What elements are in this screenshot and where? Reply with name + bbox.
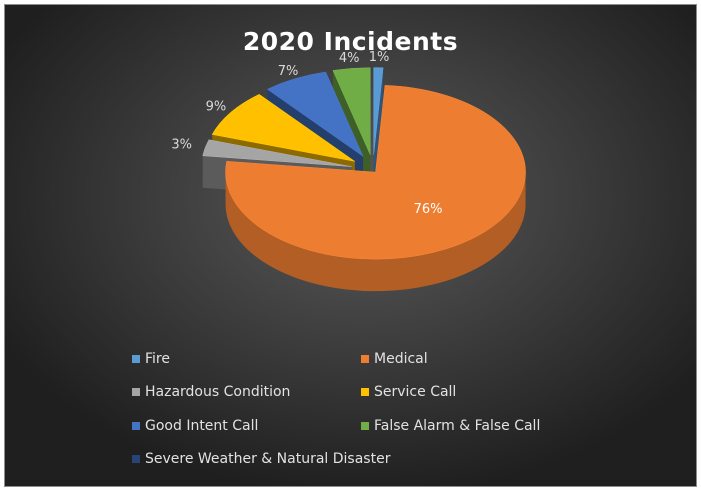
pie-slice-medical — [225, 85, 526, 260]
chart-title: 2020 Incidents — [242, 27, 459, 56]
legend-item-false-alarm-false-call: False Alarm & False Call — [361, 418, 540, 434]
legend-label-hazardous-condition: Hazardous Condition — [145, 384, 291, 400]
pie-slice-hazardous-condition — [202, 139, 352, 167]
legend-item-hazardous-condition: Hazardous Condition — [132, 384, 290, 400]
legend-swatch-fire — [132, 355, 140, 363]
data-label-medical: 76% — [414, 202, 443, 217]
legend-item-medical: Medical — [361, 351, 428, 367]
legend-item-good-intent-call: Good Intent Call — [132, 418, 258, 434]
data-label-service-call: 9% — [206, 100, 227, 115]
legend-label-medical: Medical — [374, 351, 428, 367]
legend-swatch-service-call — [361, 388, 369, 396]
legend-swatch-medical — [361, 355, 369, 363]
data-label-hazardous-condition: 3% — [171, 138, 192, 153]
legend-item-severe-weather-natural-disaster: Severe Weather & Natural Disaster — [132, 451, 390, 467]
legend-label-good-intent-call: Good Intent Call — [145, 418, 259, 434]
pie-slice-good-intent-call — [266, 71, 364, 157]
legend-swatch-hazardous-condition — [132, 388, 140, 396]
pie-slice-wall-fire — [373, 67, 384, 187]
legend-label-severe-weather-natural-disaster: Severe Weather & Natural Disaster — [145, 451, 391, 467]
legend-swatch-false-alarm-false-call — [361, 422, 369, 430]
pie-slice-side-medical — [225, 172, 526, 292]
legend-label-false-alarm-false-call: False Alarm & False Call — [374, 418, 541, 434]
pie-slice-false-alarm-false-call — [332, 67, 371, 155]
legend-label-service-call: Service Call — [374, 384, 457, 400]
pie-chart: 1% 76% 3% 9% 7% 4% — [171, 50, 526, 292]
data-label-good-intent-call: 7% — [278, 64, 299, 79]
chart-area: 2020 Incidents 1% 76% 3% 9% 7% 4% Fire Medical… — [4, 4, 697, 487]
legend-swatch-severe-weather-natural-disaster — [132, 455, 140, 463]
legend-swatch-good-intent-call — [132, 422, 140, 430]
legend-item-fire: Fire — [132, 351, 170, 367]
pie-slice-fire — [373, 67, 384, 155]
legend-item-service-call: Service Call — [361, 384, 456, 400]
legend-label-fire: Fire — [145, 351, 170, 367]
data-label-fire: 1% — [369, 50, 390, 65]
pie-slice-service-call — [211, 94, 355, 162]
data-label-false-alarm-false-call: 4% — [339, 51, 360, 66]
